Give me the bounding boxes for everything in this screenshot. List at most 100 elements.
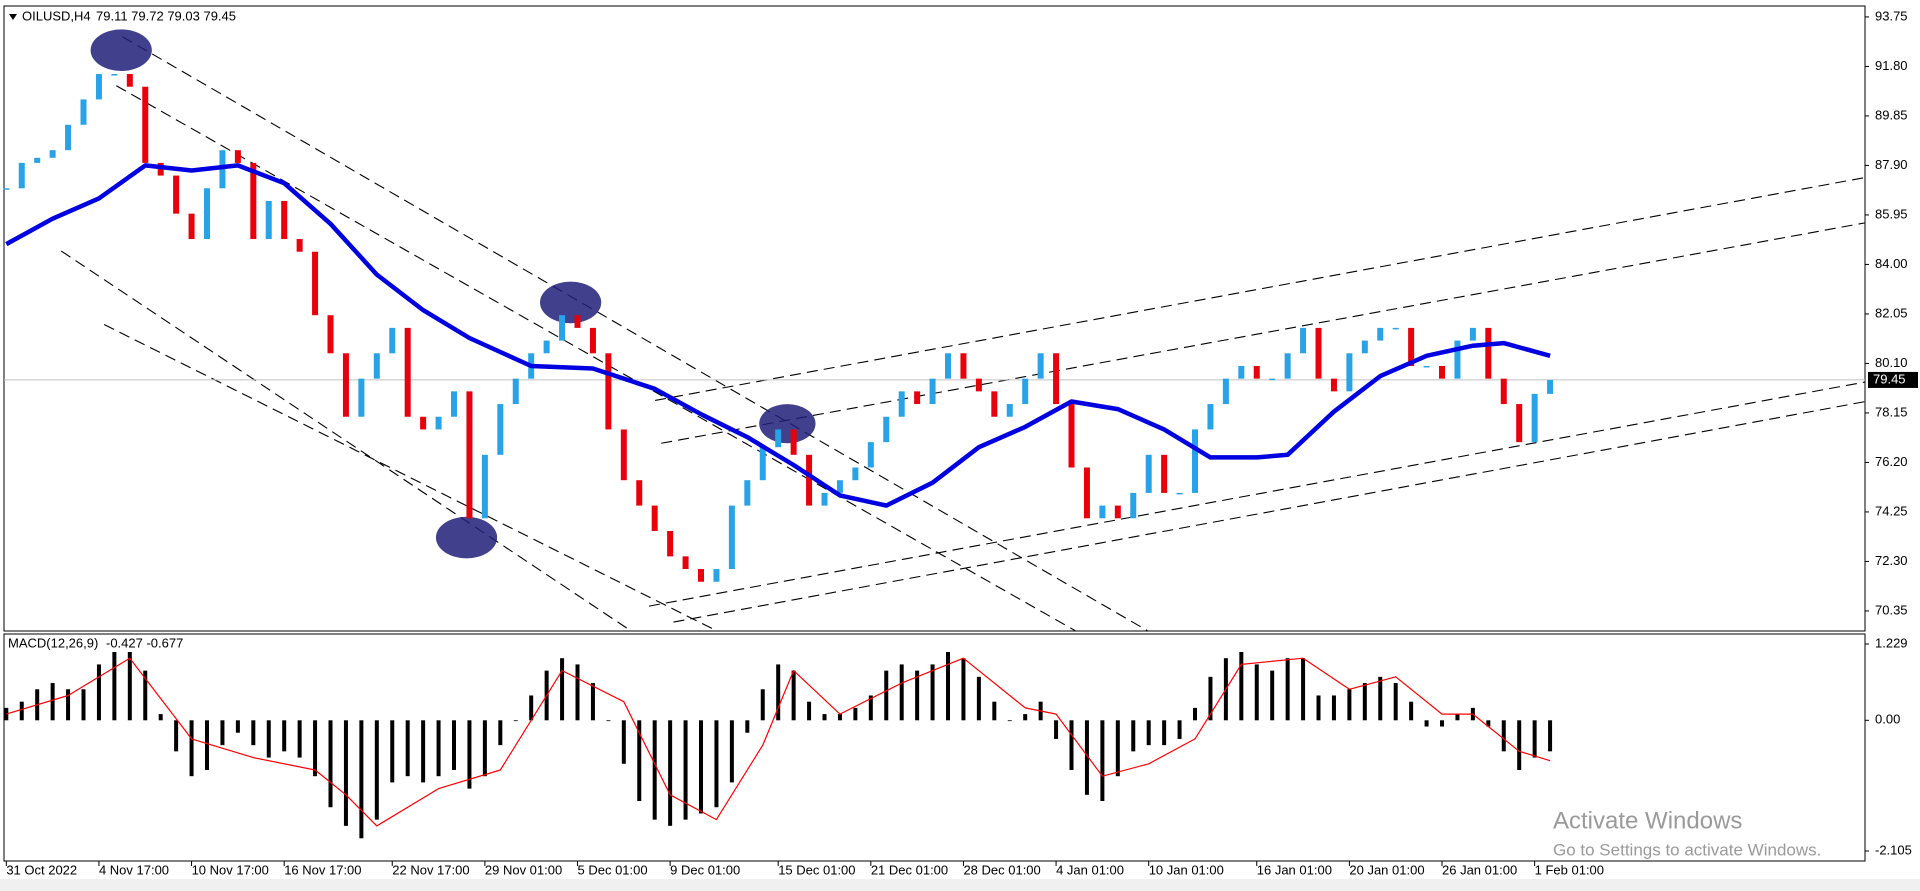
y-tick-label: 87.90 — [1875, 157, 1908, 172]
macd-bar — [1532, 720, 1537, 758]
macd-bar — [1270, 670, 1275, 721]
candle — [451, 391, 458, 417]
candle — [1114, 505, 1121, 519]
highlight-ellipse — [90, 29, 152, 72]
candle — [836, 480, 843, 493]
menu-arrow[interactable] — [9, 14, 17, 20]
macd-bar — [1285, 658, 1290, 721]
y-tick-label: 91.80 — [1875, 58, 1908, 73]
candle — [404, 327, 411, 417]
macd-bar — [760, 689, 765, 721]
macd-bar — [390, 720, 395, 783]
macd-bar — [220, 720, 225, 746]
macd-bar — [205, 720, 210, 770]
candle — [852, 467, 859, 481]
candle — [1300, 327, 1307, 354]
x-tick-label: 21 Dec 01:00 — [871, 862, 948, 877]
candle — [373, 353, 380, 379]
macd-bar — [714, 720, 719, 808]
macd-bar — [1054, 720, 1059, 739]
x-tick-label: 5 Dec 01:00 — [578, 862, 648, 877]
macd-bar — [637, 720, 642, 802]
candle — [790, 429, 797, 455]
macd-bar — [343, 720, 348, 826]
macd-pane — [3, 633, 1866, 862]
macd-title: MACD(12,26,9) — [8, 635, 98, 650]
candle — [34, 157, 41, 163]
candle — [1485, 327, 1492, 379]
macd-bar — [235, 720, 240, 733]
candle — [1006, 404, 1013, 417]
macd-bar — [421, 720, 426, 783]
y-tick-label: 70.35 — [1875, 602, 1908, 617]
candle — [95, 74, 102, 100]
trend-line — [673, 401, 1866, 623]
macd-bar — [683, 720, 688, 820]
macd-bar — [1084, 720, 1089, 795]
x-tick-label: 4 Nov 17:00 — [99, 862, 169, 877]
candle — [1346, 353, 1353, 392]
moving-average — [5, 163, 1551, 508]
candle — [682, 556, 689, 570]
candle — [744, 480, 751, 506]
price-pane — [3, 5, 1866, 632]
candle — [636, 480, 643, 506]
trend-line — [116, 85, 1076, 632]
macd-bar — [1455, 714, 1460, 721]
candle — [1222, 378, 1229, 405]
macd-bar — [1301, 658, 1306, 721]
candle — [1392, 327, 1399, 330]
candle — [960, 353, 967, 379]
macd-bar — [482, 720, 487, 777]
candle — [914, 391, 921, 405]
macd-bar — [930, 664, 935, 721]
candle — [775, 429, 782, 448]
x-tick-label: 26 Jan 01:00 — [1442, 862, 1517, 877]
macd-bar — [297, 720, 302, 758]
macd-bar — [1347, 689, 1352, 721]
symbol-title: OILUSD,H4 — [22, 8, 91, 23]
macd-bar — [946, 652, 951, 721]
macd-bar — [143, 670, 148, 721]
macd-bar — [668, 720, 673, 826]
candle — [1145, 454, 1152, 493]
x-tick-label: 4 Jan 01:00 — [1056, 862, 1124, 877]
macd-bar — [1162, 720, 1167, 746]
y-tick-label: 72.30 — [1875, 553, 1908, 568]
candle — [651, 505, 658, 531]
macd-bar — [158, 714, 163, 721]
macd-bar — [1409, 701, 1414, 721]
macd-bar — [837, 714, 842, 721]
candle — [975, 378, 982, 392]
ohlc-readout: 79.11 79.72 79.03 79.45 — [96, 8, 236, 23]
macd-bar — [729, 720, 734, 783]
macd-bar — [1316, 695, 1321, 721]
y-tick-label: -2.105 — [1875, 842, 1912, 857]
candle — [1547, 379, 1554, 394]
candle — [18, 162, 25, 189]
candle — [3, 188, 10, 190]
x-tick-label: 16 Nov 17:00 — [284, 862, 361, 877]
candle — [698, 569, 705, 582]
macd-bar — [251, 720, 256, 746]
macd-bar — [1548, 720, 1553, 752]
candle — [188, 213, 195, 240]
x-tick-label: 22 Nov 17:00 — [392, 862, 469, 877]
y-tick-label: 93.75 — [1875, 8, 1908, 23]
y-tick-label: 78.15 — [1875, 404, 1908, 419]
macd-bar — [853, 707, 858, 721]
candle — [234, 150, 241, 163]
macd-bar — [1486, 720, 1491, 727]
candle — [265, 200, 272, 240]
candle — [1022, 378, 1029, 405]
macd-bar — [498, 720, 503, 746]
macd-bar — [1115, 720, 1120, 777]
candle — [574, 315, 581, 328]
x-tick-label: 28 Dec 01:00 — [963, 862, 1040, 877]
candle — [142, 86, 149, 163]
macd-bar — [266, 720, 271, 758]
candle — [1269, 378, 1276, 381]
candle — [80, 99, 87, 125]
candle — [589, 327, 596, 354]
candle — [1361, 340, 1368, 354]
